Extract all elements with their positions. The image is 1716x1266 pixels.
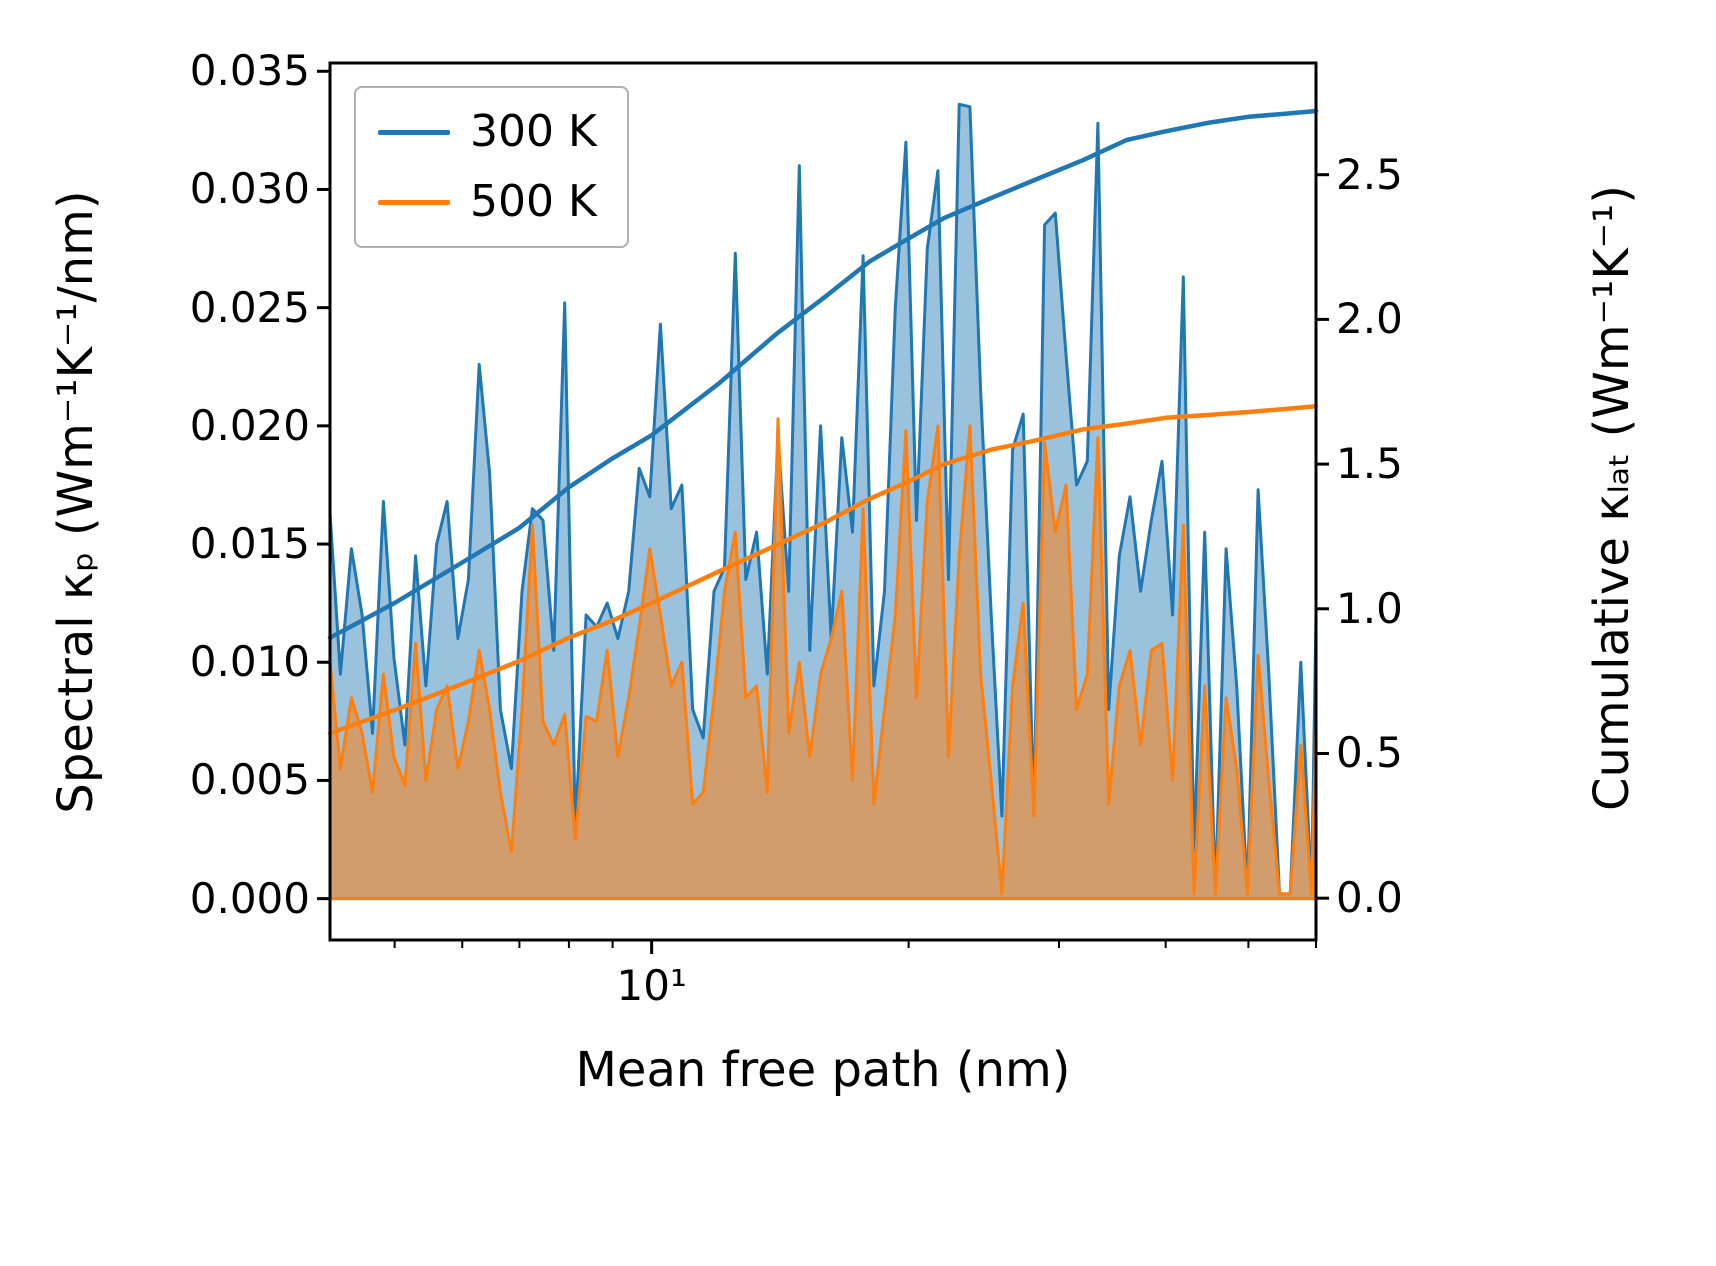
y-right-tick-label: 2.0: [1336, 294, 1403, 344]
y-left-tick-label: 0.010: [189, 637, 310, 687]
y-left-tick-label: 0.005: [189, 755, 310, 805]
legend-item-300k: 300 K: [378, 104, 597, 160]
y-left-tick-label: 0.030: [189, 164, 310, 214]
y-left-tick-label: 0.000: [189, 873, 310, 923]
spectral-area-500: [328, 417, 1318, 901]
legend-line-500k: [378, 199, 450, 205]
plot-frame: [328, 61, 1318, 942]
legend: 300 K 500 K: [354, 86, 629, 248]
y-left-tick-label: 0.020: [189, 400, 310, 450]
y-right-tick-label: 2.5: [1336, 149, 1403, 199]
legend-label-500k: 500 K: [470, 176, 597, 227]
y-right-tick-label: 1.5: [1336, 439, 1403, 489]
cumulative-line-300: [327, 108, 1319, 640]
y-right-tick-label: 0.5: [1336, 728, 1403, 778]
x-tick-label: 10¹: [616, 961, 687, 1010]
x-axis-label: Mean free path (nm): [575, 1042, 1071, 1098]
y-right-tick-label: 0.0: [1336, 873, 1403, 923]
legend-label-300k: 300 K: [470, 106, 597, 157]
y-left-tick-label: 0.035: [189, 46, 310, 96]
y-left-tick-label: 0.025: [189, 282, 310, 332]
y-left-tick-label: 0.015: [189, 519, 310, 569]
legend-line-300k: [378, 129, 450, 135]
cumulative-line-500: [327, 403, 1319, 736]
legend-item-500k: 500 K: [378, 174, 597, 230]
y-right-tick-label: 1.0: [1336, 583, 1403, 633]
y-axis-label-right: Cumulative κₗₐₜ (Wm⁻¹K⁻¹): [1584, 185, 1640, 811]
